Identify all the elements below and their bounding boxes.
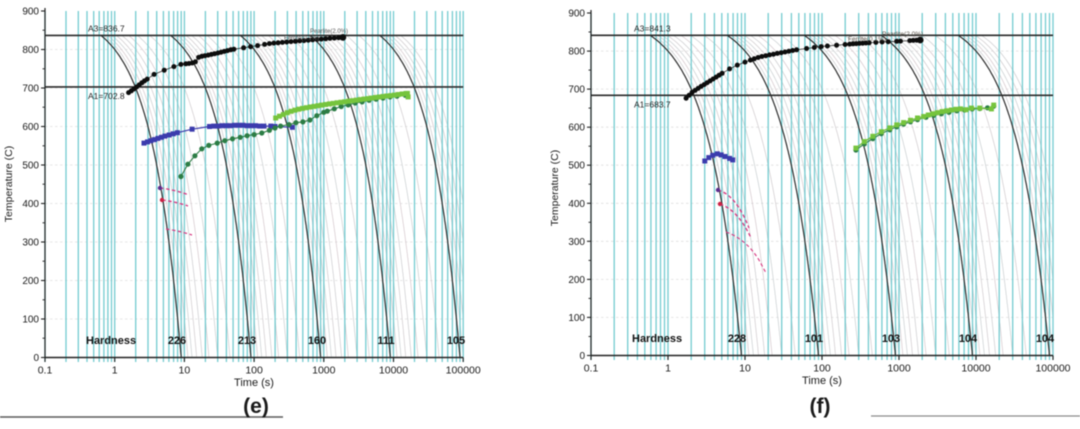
svg-text:(e): (e) — [243, 395, 269, 418]
svg-text:Pearlite(2.0%): Pearlite(2.0%) — [882, 31, 923, 38]
svg-text:Ferrite(0.1%): Ferrite(0.1%) — [848, 36, 886, 43]
svg-text:100000: 100000 — [446, 365, 481, 377]
svg-text:100: 100 — [245, 365, 263, 377]
svg-text:700: 700 — [568, 85, 585, 96]
svg-text:900: 900 — [568, 9, 585, 20]
svg-text:(f): (f) — [810, 395, 831, 418]
svg-text:Hardness: Hardness — [632, 333, 682, 345]
svg-text:0.1: 0.1 — [584, 363, 599, 375]
svg-text:A1=702.8: A1=702.8 — [88, 91, 125, 101]
svg-text:1000: 1000 — [887, 363, 911, 375]
svg-text:100: 100 — [813, 363, 831, 375]
svg-text:300: 300 — [568, 237, 585, 248]
svg-text:160: 160 — [308, 335, 326, 347]
svg-text:200: 200 — [22, 276, 39, 287]
svg-text:1000: 1000 — [312, 365, 336, 377]
svg-text:500: 500 — [22, 161, 39, 172]
svg-text:Hardness: Hardness — [86, 335, 136, 347]
svg-text:600: 600 — [568, 123, 585, 134]
svg-text:400: 400 — [22, 199, 39, 210]
svg-text:Ferrite(0.1%): Ferrite(0.1%) — [284, 36, 319, 42]
svg-text:10: 10 — [739, 363, 751, 375]
svg-text:0: 0 — [33, 353, 39, 364]
svg-text:100000: 100000 — [1035, 363, 1070, 375]
svg-text:600: 600 — [22, 122, 39, 133]
svg-text:900: 900 — [22, 7, 39, 18]
svg-text:Temperature (C): Temperature (C) — [549, 150, 561, 226]
svg-text:Time (s): Time (s) — [802, 375, 842, 387]
svg-text:800: 800 — [22, 45, 39, 56]
svg-text:0.1: 0.1 — [38, 365, 53, 377]
svg-text:200: 200 — [568, 275, 585, 286]
svg-text:105: 105 — [447, 335, 465, 347]
svg-text:0: 0 — [579, 351, 585, 362]
svg-text:A3=841.3: A3=841.3 — [634, 23, 671, 33]
svg-text:101: 101 — [805, 333, 823, 345]
svg-text:104: 104 — [1036, 333, 1055, 345]
svg-text:700: 700 — [22, 84, 39, 95]
svg-text:A1=683.7: A1=683.7 — [634, 99, 671, 109]
svg-text:100: 100 — [568, 313, 585, 324]
svg-text:228: 228 — [728, 333, 746, 345]
svg-text:400: 400 — [568, 199, 585, 210]
svg-text:103: 103 — [882, 333, 900, 345]
svg-text:500: 500 — [568, 161, 585, 172]
svg-text:10000: 10000 — [961, 363, 990, 375]
svg-text:300: 300 — [22, 238, 39, 249]
svg-text:10: 10 — [179, 365, 191, 377]
svg-text:Temperature (C): Temperature (C) — [3, 146, 15, 222]
svg-text:213: 213 — [238, 335, 256, 347]
svg-text:Time (s): Time (s) — [234, 377, 274, 389]
svg-text:10000: 10000 — [379, 365, 408, 377]
svg-text:111: 111 — [377, 335, 394, 347]
svg-text:800: 800 — [568, 47, 585, 58]
svg-text:1: 1 — [112, 365, 118, 377]
svg-text:104: 104 — [959, 333, 978, 345]
svg-text:100: 100 — [22, 315, 39, 326]
svg-text:Pearlite(2.0%): Pearlite(2.0%) — [310, 29, 348, 35]
svg-text:A3=836.7: A3=836.7 — [88, 23, 125, 33]
svg-text:226: 226 — [168, 335, 186, 347]
svg-text:1: 1 — [665, 363, 671, 375]
